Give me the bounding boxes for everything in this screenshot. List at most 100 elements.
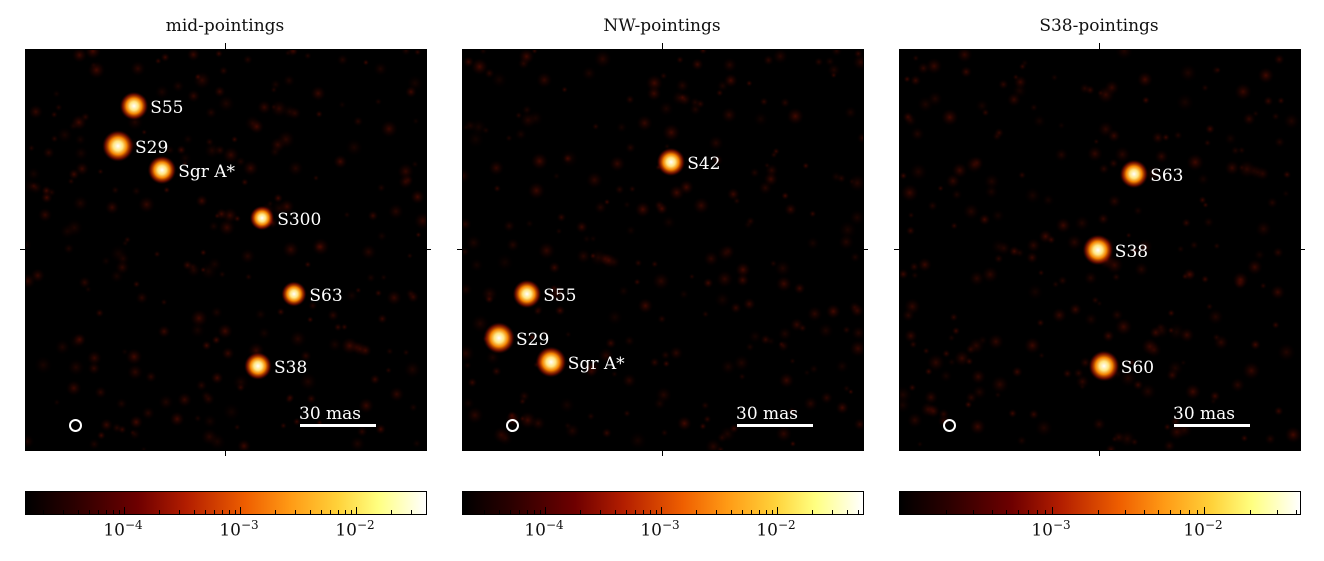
noise-blob	[835, 359, 849, 373]
image-canvas	[900, 50, 1300, 450]
noise-blob	[27, 144, 36, 152]
noise-blob	[1046, 235, 1056, 245]
noise-blob	[560, 149, 579, 168]
noise-blob	[1074, 215, 1090, 231]
noise-blob	[74, 133, 87, 146]
tick-exponent: −4	[545, 518, 564, 532]
noise-blob	[844, 106, 857, 119]
noise-blob	[353, 116, 364, 127]
colorbar-minor-tick	[1158, 510, 1160, 514]
noise-blob	[908, 383, 917, 392]
tick-base: 10	[1183, 520, 1205, 541]
noise-blob	[1203, 216, 1215, 228]
noise-blob	[415, 231, 422, 238]
noise-blob	[1232, 271, 1249, 288]
star-label: S300	[277, 210, 322, 230]
noise-blob	[1141, 96, 1150, 105]
noise-blob	[853, 418, 863, 431]
noise-blob	[1259, 282, 1267, 290]
noise-blob	[380, 273, 388, 281]
noise-blob	[463, 168, 471, 184]
noise-blob	[531, 50, 538, 55]
noise-blob	[653, 397, 666, 410]
noise-blob	[410, 189, 425, 205]
noise-blob	[838, 221, 857, 239]
noise-blob	[1207, 308, 1224, 325]
colorbar-minor-tick	[846, 510, 848, 514]
star-source	[119, 91, 149, 121]
colorbar-tick	[356, 507, 357, 514]
noise-blob	[336, 54, 349, 66]
noise-blob	[530, 152, 549, 170]
noise-blob	[945, 173, 961, 189]
noise-blob	[1176, 245, 1185, 253]
noise-blob	[606, 309, 623, 326]
noise-blob	[661, 215, 676, 230]
noise-blob	[414, 50, 422, 56]
noise-blob	[903, 75, 911, 83]
noise-blob	[154, 84, 170, 99]
noise-blob	[689, 97, 701, 108]
noise-blob	[129, 428, 141, 440]
noise-blob	[1097, 212, 1110, 225]
noise-blob	[1115, 50, 1133, 60]
noise-blob	[1201, 83, 1209, 92]
noise-blob	[1016, 435, 1027, 446]
colorbar-tick	[1052, 507, 1053, 514]
colorbar-minor-tick	[1295, 510, 1297, 514]
noise-blob	[72, 195, 89, 212]
noise-blob	[145, 371, 157, 383]
noise-blob	[1036, 318, 1045, 327]
noise-blob	[691, 58, 704, 71]
noise-blob	[496, 253, 514, 271]
noise-blob	[279, 422, 287, 430]
noise-blob	[711, 154, 724, 166]
noise-blob	[1197, 173, 1210, 186]
noise-blob	[464, 119, 477, 132]
colorbar-tick	[545, 507, 546, 514]
noise-blob	[90, 61, 97, 69]
noise-blob	[1149, 326, 1162, 339]
noise-blob	[592, 122, 600, 131]
noise-blob	[657, 314, 667, 324]
noise-blob	[1161, 133, 1170, 142]
noise-blob	[1246, 259, 1263, 275]
noise-blob	[412, 438, 422, 449]
noise-blob	[366, 273, 376, 283]
noise-blob	[584, 360, 600, 376]
noise-blob	[1257, 67, 1274, 84]
noise-blob	[218, 66, 229, 76]
noise-blob	[160, 298, 168, 306]
noise-blob	[701, 310, 710, 318]
noise-blob	[200, 390, 212, 402]
scalebar-label: 30 mas	[299, 404, 362, 424]
noise-blob	[533, 306, 543, 316]
noise-blob	[211, 335, 221, 345]
noise-blob	[949, 312, 959, 322]
noise-blob	[527, 181, 546, 200]
noise-blob	[403, 360, 421, 379]
star-label: S60	[1120, 358, 1155, 378]
noise-blob	[138, 196, 155, 213]
colorbar-minor-tick	[463, 510, 465, 514]
noise-blob	[479, 50, 487, 55]
noise-blob	[1079, 83, 1091, 94]
noise-blob	[130, 61, 146, 77]
noise-blob	[749, 167, 760, 178]
noise-blob	[471, 58, 489, 76]
noise-blob	[1179, 64, 1197, 82]
noise-blob	[237, 439, 251, 450]
noise-blob	[178, 151, 192, 165]
beam-icon	[506, 419, 519, 432]
axis-tick	[225, 43, 226, 49]
noise-blob	[514, 128, 527, 141]
noise-blob	[244, 273, 253, 281]
noise-blob	[807, 306, 823, 322]
star-source	[483, 322, 515, 354]
noise-blob	[655, 202, 668, 215]
noise-blob	[369, 374, 381, 385]
noise-blob	[374, 98, 382, 106]
noise-blob	[1264, 433, 1276, 445]
noise-blob	[1037, 269, 1045, 277]
noise-blob	[1038, 352, 1045, 359]
